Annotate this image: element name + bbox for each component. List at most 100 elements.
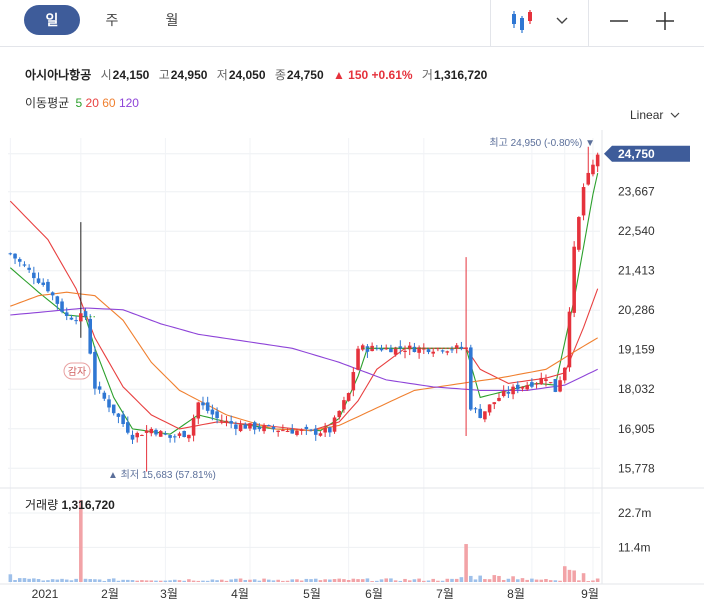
x-axis: 2021 2월 3월 4월 5월 6월 7월 8월 9월 bbox=[32, 587, 599, 601]
volume-bar bbox=[201, 580, 205, 582]
candle-body bbox=[281, 430, 285, 432]
chevron-down-icon[interactable] bbox=[550, 5, 574, 37]
volume-bar bbox=[299, 580, 304, 582]
y-tick-label: 22,540 bbox=[618, 224, 655, 238]
scale-select[interactable]: Linear bbox=[630, 108, 680, 122]
candle-body bbox=[478, 408, 482, 418]
candle-body bbox=[187, 434, 191, 439]
volume-bar bbox=[525, 579, 529, 582]
y-axis: 22.7m 11.4m 24,750 23,667 22,540 21,413 20,286… bbox=[604, 145, 690, 554]
candle-body bbox=[591, 164, 595, 175]
volume-bar bbox=[464, 544, 468, 582]
volume-bar bbox=[8, 574, 13, 582]
volume-bar bbox=[64, 579, 69, 582]
low-value: 24,050 bbox=[228, 68, 266, 82]
tab-month[interactable]: 월 bbox=[165, 12, 179, 28]
candle-body bbox=[445, 351, 450, 353]
volume-bar bbox=[262, 578, 266, 582]
candle-body bbox=[426, 349, 431, 353]
x-tick-label: 8월 bbox=[507, 587, 525, 601]
candle-body bbox=[525, 385, 529, 390]
tab-week[interactable]: 주 bbox=[105, 12, 119, 28]
candle-body bbox=[295, 430, 299, 435]
minus-icon[interactable] bbox=[604, 5, 634, 37]
candle-body bbox=[158, 431, 163, 437]
candle-body bbox=[487, 404, 492, 413]
candles bbox=[8, 146, 600, 472]
low-label: 저 bbox=[216, 68, 228, 82]
volume-bar bbox=[32, 578, 36, 582]
candle-body bbox=[140, 434, 144, 436]
volume-bar bbox=[234, 578, 238, 582]
volume-bar bbox=[238, 578, 243, 582]
volume-bar bbox=[79, 500, 83, 582]
volume-bar bbox=[243, 579, 248, 582]
candle-body bbox=[393, 347, 398, 355]
ma-line-60 bbox=[10, 291, 598, 432]
volume-bar bbox=[577, 580, 581, 582]
y-tick-label: 21,413 bbox=[618, 264, 655, 278]
volume-bar bbox=[163, 580, 168, 582]
candle-body bbox=[238, 424, 243, 432]
volume-panel-value: 1,316,720 bbox=[61, 498, 115, 512]
volume-bar bbox=[558, 580, 562, 582]
volume-bar bbox=[309, 579, 313, 582]
volume-bar bbox=[422, 580, 426, 582]
volume-bar bbox=[285, 580, 290, 582]
volume-bar bbox=[586, 581, 591, 582]
candle-body bbox=[107, 399, 111, 408]
volume-bar bbox=[342, 579, 346, 582]
volume-bar bbox=[393, 580, 398, 582]
volume-bar bbox=[17, 578, 22, 582]
volume-bar bbox=[295, 579, 299, 582]
volume-bar bbox=[436, 580, 440, 582]
volume-bar bbox=[27, 578, 31, 582]
candle-body bbox=[234, 424, 238, 429]
x-tick-label: 2월 bbox=[101, 587, 119, 601]
candlestick-chart-icon[interactable] bbox=[504, 5, 540, 37]
plus-icon[interactable] bbox=[650, 5, 680, 37]
volume-tick-label: 22.7m bbox=[618, 506, 651, 520]
volume-bar bbox=[539, 579, 544, 582]
volume-bars bbox=[8, 500, 600, 582]
volume-bar bbox=[562, 566, 567, 582]
ma-120: 120 bbox=[118, 96, 139, 110]
candle-body bbox=[46, 281, 50, 292]
candle-body bbox=[534, 383, 539, 385]
volume-bar bbox=[375, 580, 379, 582]
tab-day[interactable]: 일 bbox=[24, 5, 80, 35]
grid bbox=[0, 130, 704, 585]
candle-body bbox=[50, 292, 55, 296]
candle-body bbox=[13, 253, 17, 259]
volume-panel-title: 거래량 bbox=[25, 498, 59, 512]
event-marker-label: 감자 bbox=[68, 366, 86, 378]
period-tabs: 일 주 월 bbox=[24, 5, 200, 35]
candle-body bbox=[276, 430, 280, 433]
volume-bar bbox=[173, 579, 177, 582]
candle-body bbox=[459, 346, 464, 349]
volume-bar bbox=[544, 579, 548, 582]
x-tick-label: 3월 bbox=[160, 587, 178, 601]
volume-bar bbox=[431, 578, 435, 582]
y-tick-label: 19,159 bbox=[618, 343, 655, 357]
candle-body bbox=[483, 411, 487, 420]
volume-bar bbox=[407, 580, 412, 582]
volume-bar bbox=[168, 580, 172, 582]
volume-bar bbox=[346, 580, 351, 582]
candle-body bbox=[229, 421, 233, 424]
ma-20: 20 bbox=[85, 96, 99, 110]
candle-body bbox=[497, 397, 501, 401]
event-marker-badge bbox=[63, 362, 91, 380]
candle-body bbox=[79, 313, 83, 322]
volume-bar bbox=[323, 579, 327, 582]
candle-body bbox=[163, 433, 168, 435]
volume-bar bbox=[290, 579, 295, 582]
volume-bar bbox=[215, 580, 219, 582]
candle-body bbox=[356, 348, 360, 370]
toolbar: 일 주 월 bbox=[0, 0, 704, 47]
candle-body bbox=[252, 422, 257, 430]
candle-body bbox=[313, 428, 318, 435]
candle-body bbox=[548, 382, 553, 384]
candle-body bbox=[558, 380, 562, 392]
